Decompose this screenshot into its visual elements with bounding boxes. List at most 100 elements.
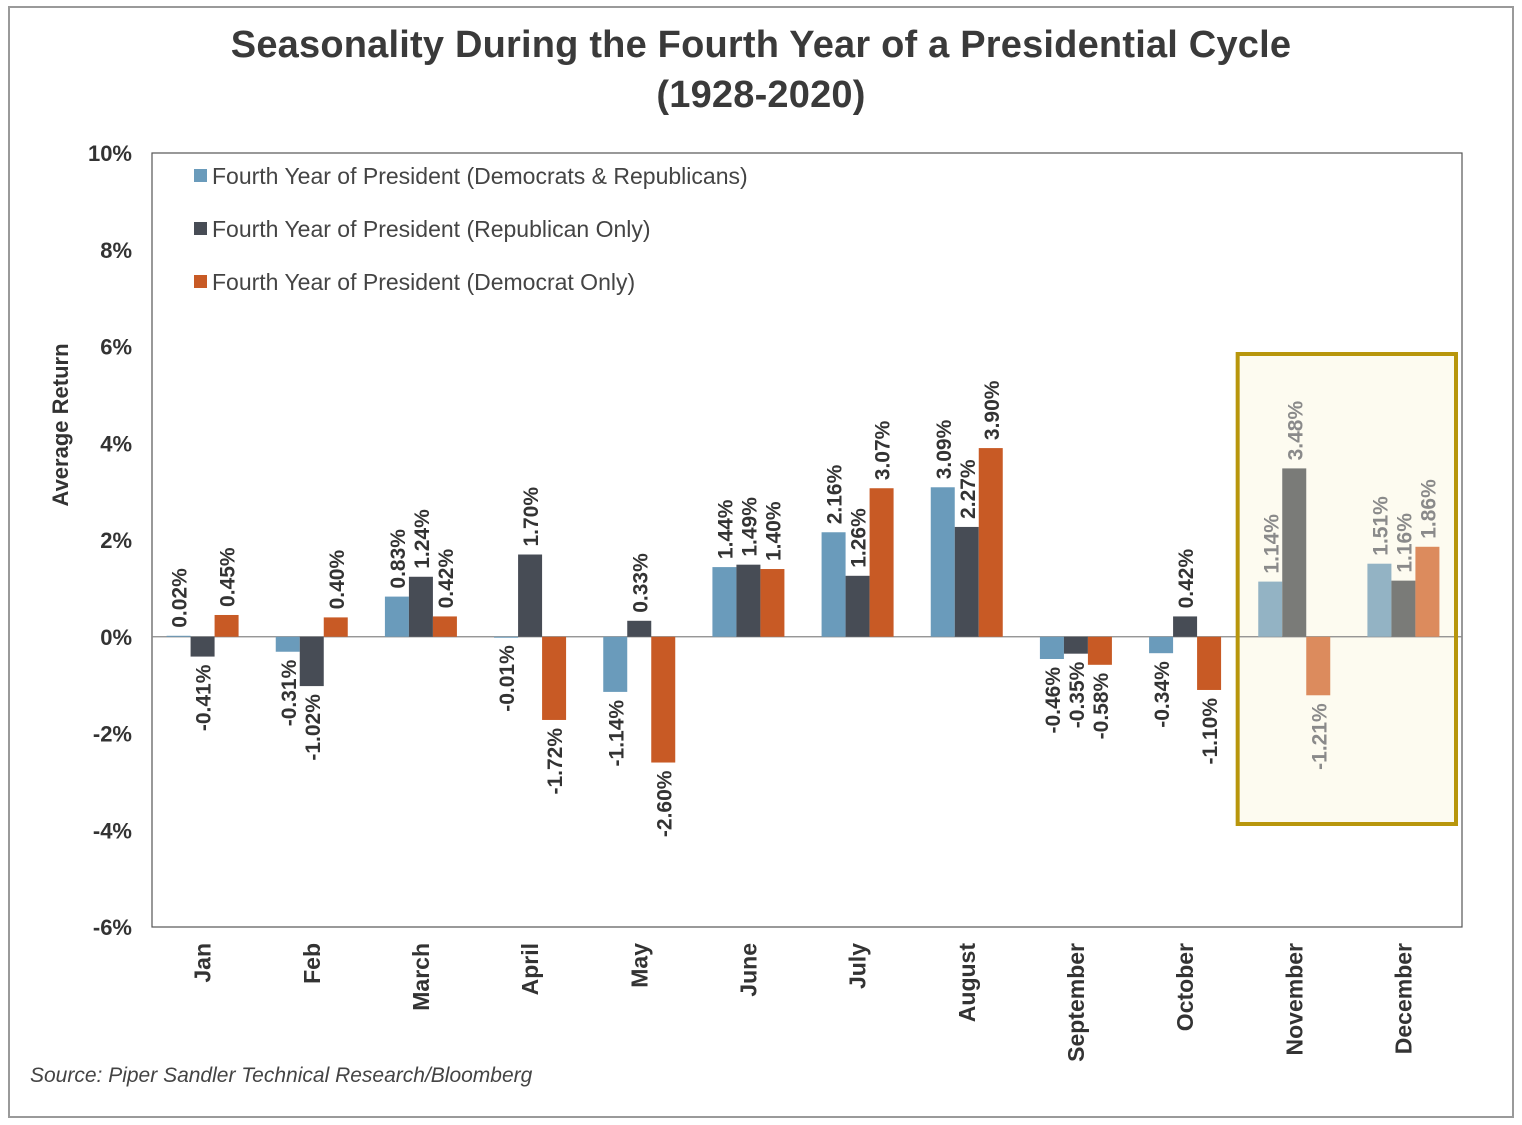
bar-october-series-1 [1149, 636, 1174, 654]
bar-april-series-1 [494, 636, 519, 638]
y-tick-label: 4% [100, 431, 132, 456]
bar-july-series-1 [821, 532, 846, 637]
y-tick-label: 2% [100, 528, 132, 553]
bar-july-series-2 [845, 575, 870, 637]
bar-jan-series-3 [214, 614, 239, 637]
legend-label: Fourth Year of President (Democrats & Re… [212, 163, 748, 189]
data-label: 0.40% [326, 550, 349, 610]
data-label: -0.34% [1151, 661, 1174, 728]
bar-april-series-2 [518, 554, 543, 637]
y-tick-label: -2% [93, 722, 132, 747]
data-label: 1.16% [1393, 513, 1416, 573]
x-tick-label: June [735, 943, 761, 997]
data-label: 0.42% [1175, 549, 1198, 609]
data-label: 1.40% [762, 501, 785, 561]
x-tick-label: December [1390, 943, 1416, 1054]
legend-swatch [194, 275, 207, 288]
x-tick-label: July [845, 943, 871, 989]
data-label: -0.46% [1042, 667, 1065, 734]
data-label: 0.83% [387, 529, 410, 589]
bar-november-series-3 [1306, 636, 1331, 696]
y-tick-label: -4% [93, 818, 132, 843]
legend-label: Fourth Year of President (Republican Onl… [212, 216, 651, 242]
data-label: 0.02% [169, 568, 192, 628]
x-tick-label: Feb [299, 943, 325, 984]
x-tick-label: April [517, 943, 543, 995]
data-label: -0.58% [1090, 672, 1113, 739]
data-label: 1.14% [1260, 514, 1283, 574]
bar-may-series-3 [651, 636, 676, 763]
x-tick-label: May [626, 943, 652, 988]
data-label: 2.16% [824, 464, 847, 524]
x-tick-label: November [1281, 943, 1307, 1056]
data-label: -1.14% [605, 700, 628, 767]
bar-feb-series-2 [299, 636, 324, 687]
x-tick-label: Jan [190, 943, 216, 983]
data-label: -1.02% [302, 694, 325, 761]
x-tick-label: August [954, 943, 980, 1023]
data-label: -0.01% [496, 645, 519, 712]
data-label: 3.90% [981, 380, 1004, 440]
data-label: 1.70% [520, 487, 543, 547]
data-label: 3.48% [1284, 401, 1307, 461]
data-label: -1.21% [1308, 703, 1331, 770]
bar-march-series-3 [432, 616, 457, 637]
bar-june-series-2 [736, 564, 761, 637]
data-label: 1.86% [1417, 479, 1440, 539]
legend-swatch [194, 222, 207, 235]
data-label: -0.35% [1066, 661, 1089, 728]
bar-august-series-2 [954, 526, 979, 637]
data-label: 2.27% [957, 459, 980, 519]
source-note: Source: Piper Sandler Technical Research… [30, 1064, 533, 1087]
bar-jan-series-2 [190, 636, 215, 657]
data-label: -2.60% [653, 770, 676, 837]
bar-august-series-3 [978, 448, 1003, 637]
y-tick-label: 6% [100, 335, 132, 360]
data-label: 0.42% [435, 549, 458, 609]
data-label: -0.41% [193, 664, 216, 731]
data-label: -0.31% [278, 659, 301, 726]
bar-march-series-2 [408, 576, 433, 637]
highlight-box-border [1235, 352, 1458, 826]
chart-subtitle: (1928-2020) [656, 74, 866, 116]
x-tick-label: March [408, 943, 434, 1011]
data-label: 0.33% [629, 553, 652, 613]
data-label: -1.72% [544, 728, 567, 795]
data-label: 1.51% [1369, 496, 1392, 556]
bar-june-series-1 [712, 567, 737, 637]
bar-december-series-2 [1391, 580, 1416, 637]
y-tick-label: -6% [93, 915, 132, 940]
bar-september-series-2 [1063, 636, 1088, 654]
bar-feb-series-3 [323, 617, 348, 637]
bar-november-series-2 [1282, 468, 1307, 637]
y-tick-label: 0% [100, 625, 132, 650]
data-label: 0.45% [217, 547, 240, 607]
bar-november-series-1 [1258, 581, 1283, 637]
data-label: 1.49% [738, 497, 761, 557]
bar-october-series-3 [1197, 636, 1222, 690]
bar-august-series-1 [930, 487, 955, 637]
x-tick-label: September [1063, 943, 1089, 1062]
bar-march-series-1 [384, 596, 409, 637]
y-axis-label: Average Return [48, 343, 73, 506]
x-tick-label: October [1172, 943, 1198, 1031]
data-label: 3.07% [872, 420, 895, 480]
legend-label: Fourth Year of President (Democrat Only) [212, 269, 635, 295]
bar-jan-series-1 [166, 635, 191, 637]
bar-may-series-1 [603, 636, 628, 692]
bar-may-series-2 [627, 620, 652, 637]
bar-december-series-3 [1415, 546, 1440, 637]
bar-september-series-1 [1039, 636, 1064, 660]
bar-july-series-3 [869, 488, 894, 637]
data-label: 1.24% [411, 509, 434, 569]
bar-april-series-3 [542, 636, 567, 720]
bar-september-series-3 [1087, 636, 1112, 665]
y-tick-label: 8% [100, 238, 132, 263]
data-label: 1.44% [714, 499, 737, 559]
plot-border [151, 152, 1463, 928]
data-label: 1.26% [848, 508, 871, 568]
chart-title: Seasonality During the Fourth Year of a … [230, 24, 1292, 66]
legend-swatch [194, 169, 207, 182]
data-label: 3.09% [933, 419, 956, 479]
